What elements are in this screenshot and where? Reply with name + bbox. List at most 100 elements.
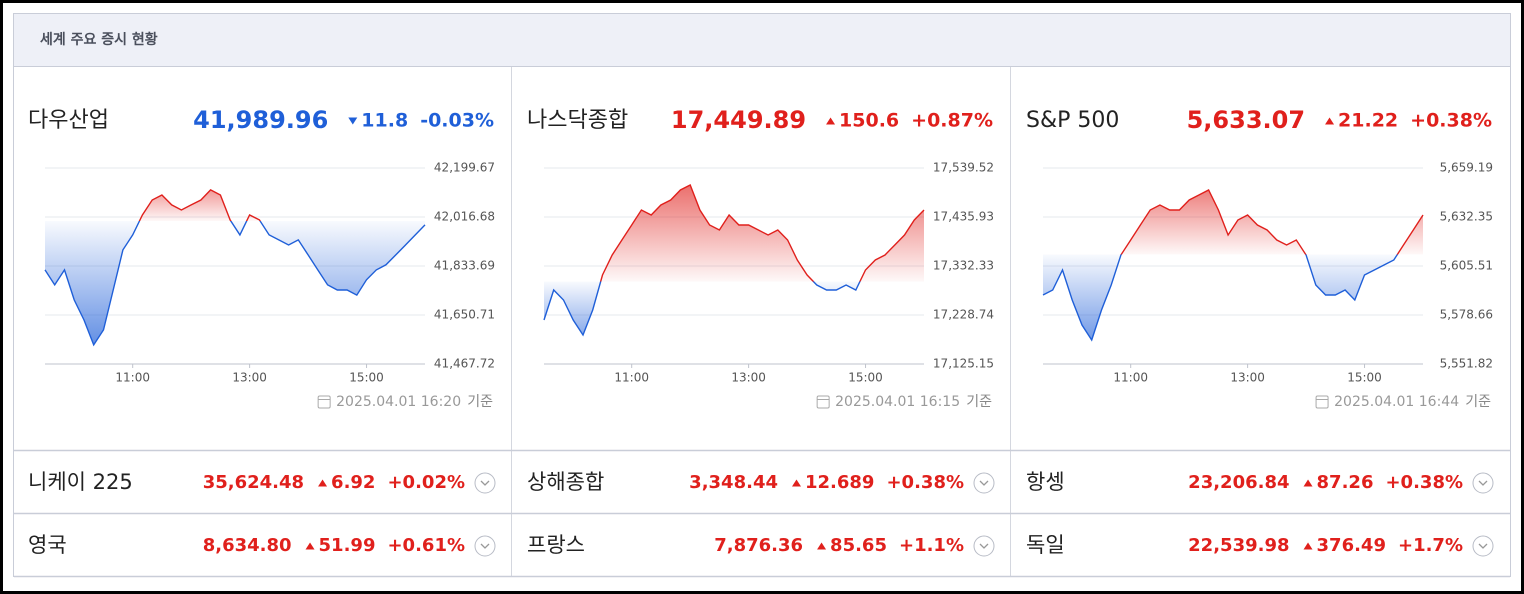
price: 7,876.36 [714,535,803,556]
y-tick-label: 5,659.19 [1440,161,1493,175]
price: 3,348.44 [689,472,778,493]
change-value: 51.99 [319,535,376,556]
timestamp: 2025.04.01 16:20 [336,394,461,410]
index-name: 니케이 225 [28,470,133,494]
y-tick-label: 42,199.67 [434,161,495,175]
change-percent: +0.38% [886,472,964,493]
timestamp: 2025.04.01 16:15 [835,394,960,410]
price-line [543,184,925,337]
index-name: 항셍 [1026,470,1065,494]
y-tick-label: 17,435.93 [933,209,994,223]
expand-button-circle [474,472,496,494]
x-tick-label: 13:00 [232,371,267,385]
direction-arrow [817,542,827,550]
price-line [44,189,426,347]
expand-button[interactable] [474,472,496,494]
header-title: 세계 주요 증시 현황 [40,31,158,48]
x-tick-label: 13:00 [1230,371,1265,385]
direction-arrow [305,542,315,550]
y-tick-label: 5,605.51 [1440,258,1493,272]
price: 41,989.96 [193,106,328,134]
expand-button[interactable] [1472,535,1494,557]
y-tick-label: 5,632.35 [1440,209,1493,223]
time-suffix: 기준 [467,394,493,410]
direction-arrow [1303,542,1313,550]
expand-button-chevron [480,480,490,486]
index-name: 다우산업 [28,108,109,133]
index-name: 나스닥종합 [527,108,628,133]
index-name: S&P 500 [1026,108,1119,133]
change-percent: +0.38% [1385,472,1463,493]
expand-button[interactable] [1472,472,1494,494]
y-tick-label: 17,125.15 [933,357,994,371]
expand-button-circle [1472,535,1494,557]
change-value: 150.6 [839,110,899,132]
change-value: 87.26 [1317,472,1374,493]
y-tick-label: 41,467.72 [434,357,495,371]
direction-arrow [826,117,836,125]
expand-button-chevron [1478,543,1488,549]
price: 8,634.80 [203,535,292,556]
expand-button-chevron [1478,480,1488,486]
calendar-icon [1315,395,1329,409]
index-name: 독일 [1026,533,1065,557]
change-percent: +0.02% [387,472,465,493]
change-value: 85.65 [830,535,887,556]
x-tick-label: 15:00 [848,371,883,385]
change-value: 11.8 [361,110,408,132]
x-tick-label: 15:00 [349,371,384,385]
expand-button-circle [973,535,995,557]
change-percent: +0.38% [1410,110,1492,132]
index-name: 영국 [28,533,67,557]
price: 22,539.98 [1188,535,1289,556]
price: 35,624.48 [203,472,304,493]
calendar-icon [317,395,331,409]
change-percent: +0.87% [911,110,993,132]
y-tick-label: 41,650.71 [434,307,495,321]
expand-button-chevron [480,543,490,549]
expand-button[interactable] [973,535,995,557]
price-line [1042,189,1424,342]
x-tick-label: 13:00 [731,371,766,385]
x-tick-label: 11:00 [115,371,150,385]
y-tick-label: 5,578.66 [1440,308,1493,322]
x-tick-label: 15:00 [1347,371,1382,385]
header-bar [14,14,1510,66]
change-value: 21.22 [1338,110,1398,132]
y-tick-label: 17,332.33 [933,259,994,273]
y-tick-label: 41,833.69 [434,259,495,273]
direction-arrow [318,479,328,487]
expand-button-circle [474,535,496,557]
expand-button-chevron [979,480,989,486]
price: 5,633.07 [1187,106,1305,134]
widget-box [13,13,1511,577]
area [544,185,924,335]
area [45,189,425,345]
y-tick-label: 17,228.74 [933,308,994,322]
y-tick-label: 5,551.82 [1440,357,1493,371]
x-tick-label: 11:00 [1113,371,1148,385]
y-tick-label: 42,016.68 [434,210,495,224]
index-name: 프랑스 [527,533,585,557]
expand-button-circle [973,472,995,494]
change-percent: +1.1% [899,535,964,556]
timestamp: 2025.04.01 16:44 [1334,394,1459,410]
change-value: 376.49 [1317,535,1386,556]
time-suffix: 기준 [1465,394,1491,410]
expand-button[interactable] [474,535,496,557]
expand-button-chevron [979,543,989,549]
change-value: 12.689 [805,472,874,493]
area [1043,190,1423,340]
expand-button[interactable] [973,472,995,494]
direction-arrow [348,117,358,125]
price: 23,206.84 [1188,472,1289,493]
time-suffix: 기준 [966,394,992,410]
change-value: 6.92 [331,472,375,493]
change-percent: +1.7% [1398,535,1463,556]
direction-arrow [792,479,801,487]
x-tick-label: 11:00 [614,371,649,385]
change-percent: -0.03% [420,110,494,132]
y-tick-label: 17,539.52 [933,161,994,175]
change-percent: +0.61% [387,535,465,556]
